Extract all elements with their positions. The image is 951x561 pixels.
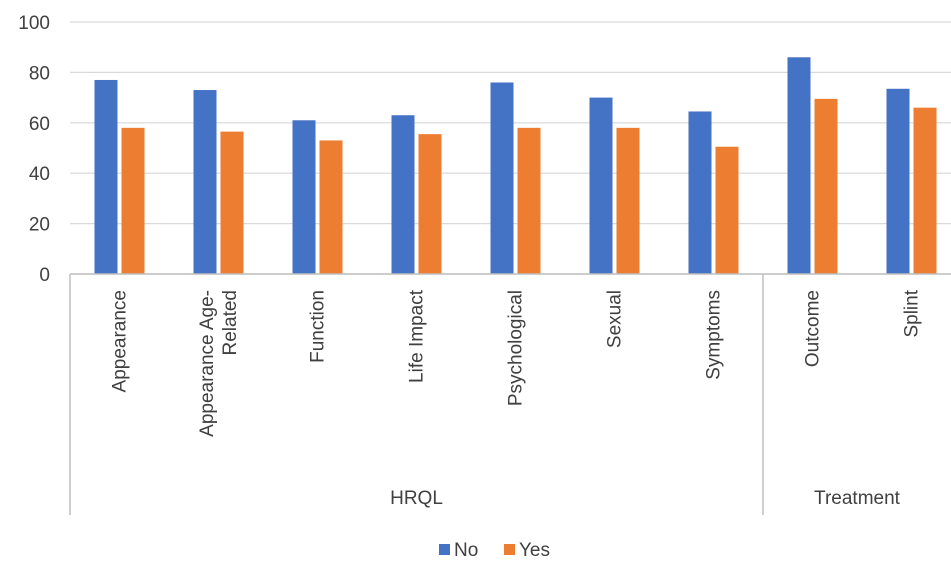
y-tick-label: 20 bbox=[29, 215, 50, 236]
bar-yes bbox=[715, 146, 739, 274]
category-label: Splint bbox=[902, 289, 923, 337]
legend-item-no: No bbox=[439, 540, 478, 561]
category-label-line: Appearance Age- bbox=[197, 290, 218, 437]
category-label: Outcome bbox=[803, 290, 824, 367]
group-label: HRQL bbox=[390, 488, 443, 509]
group-label: Treatment bbox=[814, 488, 901, 509]
category-label-line: Related bbox=[220, 290, 241, 356]
legend-item-yes: Yes bbox=[504, 540, 550, 561]
category-label: Sexual bbox=[605, 290, 626, 348]
legend-swatch bbox=[439, 544, 450, 555]
category-label-line: Splint bbox=[902, 289, 923, 337]
legend: No Yes bbox=[439, 540, 550, 561]
bar-no bbox=[886, 88, 910, 274]
legend-label: No bbox=[454, 540, 478, 561]
bar-yes bbox=[517, 127, 541, 274]
category-label-line: Symptoms bbox=[704, 290, 725, 380]
legend-label: Yes bbox=[519, 540, 550, 561]
category-label: Psychological bbox=[506, 290, 527, 406]
legend-swatch bbox=[504, 544, 515, 555]
bar-no bbox=[688, 111, 712, 275]
category-label-line: Function bbox=[308, 290, 329, 363]
bar-yes bbox=[814, 98, 838, 274]
y-tick-label: 0 bbox=[39, 265, 50, 286]
group-labels: HRQL Treatment bbox=[390, 488, 901, 509]
bar-no bbox=[589, 97, 613, 274]
y-tick-label: 100 bbox=[18, 13, 50, 34]
y-axis-ticks: 0 20 40 60 80 100 bbox=[18, 13, 50, 286]
category-labels: Appearance Appearance Age- Related Function… bbox=[110, 289, 923, 437]
bars bbox=[94, 57, 937, 275]
category-label-line: Sexual bbox=[605, 290, 626, 348]
category-label: Symptoms bbox=[704, 290, 725, 380]
bar-no bbox=[391, 115, 415, 275]
category-label-line: Appearance bbox=[110, 290, 131, 392]
bar-yes bbox=[418, 134, 442, 274]
y-tick-label: 40 bbox=[29, 164, 50, 185]
y-tick-label: 80 bbox=[29, 63, 50, 84]
category-label-line: Life Impact bbox=[407, 289, 428, 383]
bar-no bbox=[292, 120, 316, 274]
category-label: Life Impact bbox=[407, 289, 428, 383]
bar-no bbox=[94, 79, 118, 275]
category-label: Appearance bbox=[110, 290, 131, 392]
category-label-line: Psychological bbox=[506, 290, 527, 406]
bar-no bbox=[193, 90, 217, 274]
category-label-line: Outcome bbox=[803, 290, 824, 367]
x-axis bbox=[69, 273, 951, 515]
category-label: Appearance Age- Related bbox=[197, 290, 241, 437]
bar-yes bbox=[121, 127, 145, 274]
bar-no bbox=[787, 57, 811, 274]
y-tick-label: 60 bbox=[29, 114, 50, 135]
bar-no bbox=[490, 82, 514, 274]
category-label: Function bbox=[308, 290, 329, 363]
bar-yes bbox=[319, 140, 343, 274]
bar-yes bbox=[913, 107, 937, 275]
bar-yes bbox=[616, 127, 640, 274]
bar-yes bbox=[220, 131, 244, 274]
